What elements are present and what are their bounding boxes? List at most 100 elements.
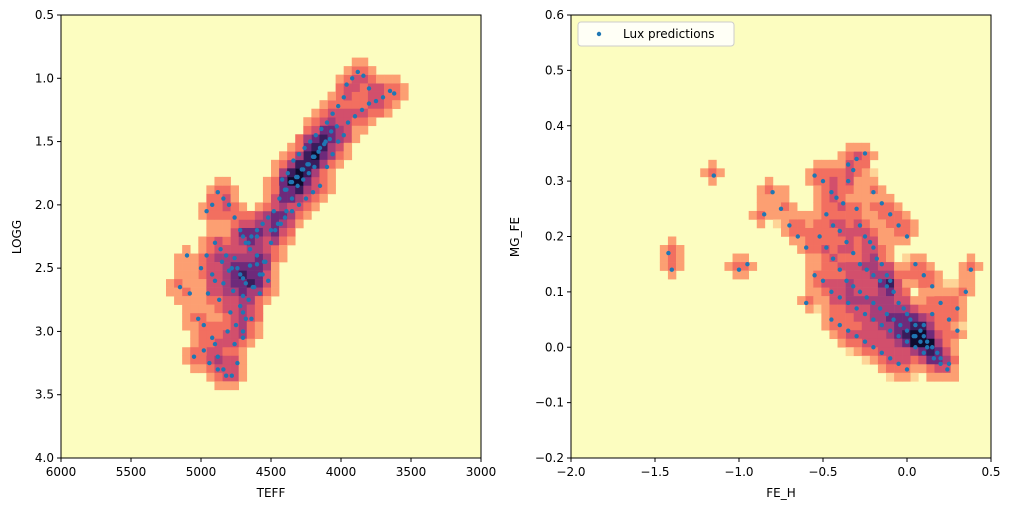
hist-cell [343,108,353,118]
hist-cell [918,304,927,314]
hist-cell [910,270,919,280]
scatter-point [884,311,890,317]
scatter-point [207,360,212,366]
hist-cell [853,142,863,152]
hist-cell [359,57,369,67]
hist-cell [886,270,895,280]
hist-cell [894,296,903,305]
hist-cell [222,176,231,186]
hist-cell [877,236,887,246]
hist-cell [190,313,199,322]
scatter-point [273,227,278,233]
scatter-point [874,256,879,261]
hist-cell [190,347,199,357]
scatter-point [266,278,271,283]
scatter-point [210,272,215,277]
hist-cell [813,176,822,186]
scatter-point [829,190,834,195]
hist-cell [910,355,919,365]
hist-cell [351,100,361,110]
hist-cell [958,270,968,280]
hist-cell [238,262,248,271]
hist-cell [190,262,199,271]
hist-cell [174,287,183,297]
scatter-point [191,354,197,359]
hist-cell [230,330,239,340]
hist-cell [311,176,320,186]
hist-cell [894,355,903,365]
scatter-point [330,152,335,157]
hist-cell [659,262,669,271]
hist-cell [182,296,191,305]
hist-cell [886,313,895,322]
hist-cell [708,159,717,169]
scatter-point [669,267,674,272]
hist-cell [813,168,822,178]
hist-cell [845,287,854,297]
hist-cell [230,193,239,203]
scatter-point [225,329,230,334]
hist-cell [845,296,854,305]
scatter-point [392,91,397,96]
hist-cell [829,270,838,280]
hist-cell [359,66,369,75]
scatter-point [232,341,237,347]
hist-cell [319,108,328,118]
hist-cell [303,142,312,152]
scatter-point [913,333,918,339]
hist-cell [853,245,863,254]
hist-cell [926,355,935,365]
hist-cell [659,245,669,254]
hist-cell [206,279,215,288]
hist-cell [214,287,223,297]
scatter-point [224,253,229,258]
hist-cell [222,245,231,254]
hist-cell [254,202,264,212]
hist-cell [279,151,288,161]
hist-cell [805,219,814,229]
scatter-point [871,245,876,250]
hist-cell [343,66,353,75]
hist-cell [327,168,336,178]
scatter-point [888,356,893,361]
hist-cell [222,270,231,280]
hist-cell [327,176,336,186]
hist-cell [246,236,256,246]
hist-cell [886,193,895,203]
scatter-point [851,167,856,173]
hist-cell [877,202,887,212]
hist-cell [902,262,911,271]
hist-cell [910,253,919,263]
hist-cell [271,193,280,203]
hist-cell [869,253,879,263]
hist-cell [254,210,264,220]
hist-cell [367,83,377,92]
hist-cell [942,296,951,305]
hist-cell [886,279,895,288]
hist-cell [367,117,377,127]
scatter-point [946,361,952,367]
hist-cell [781,219,790,229]
hist-cell [886,219,895,229]
hist-cell [384,83,393,92]
y-tick-label: 2.5 [35,261,54,275]
hist-cell [384,74,393,84]
hist-cell [271,185,280,195]
scatter-point [380,95,386,100]
hist-cell [813,236,822,246]
hist-cell [942,313,951,322]
scatter-point [366,86,372,91]
hist-cell [845,321,854,331]
scatter-point [187,291,192,296]
density-histogram [659,142,984,382]
scatter-point [666,250,671,256]
hist-cell [319,176,328,186]
hist-cell [869,321,879,331]
scatter-point [834,195,839,200]
hist-cell [805,296,814,305]
hist-cell [311,193,320,203]
hist-cell [303,134,312,144]
scatter-point [212,341,218,347]
hist-cell [206,355,215,365]
scatter-point [210,202,215,208]
